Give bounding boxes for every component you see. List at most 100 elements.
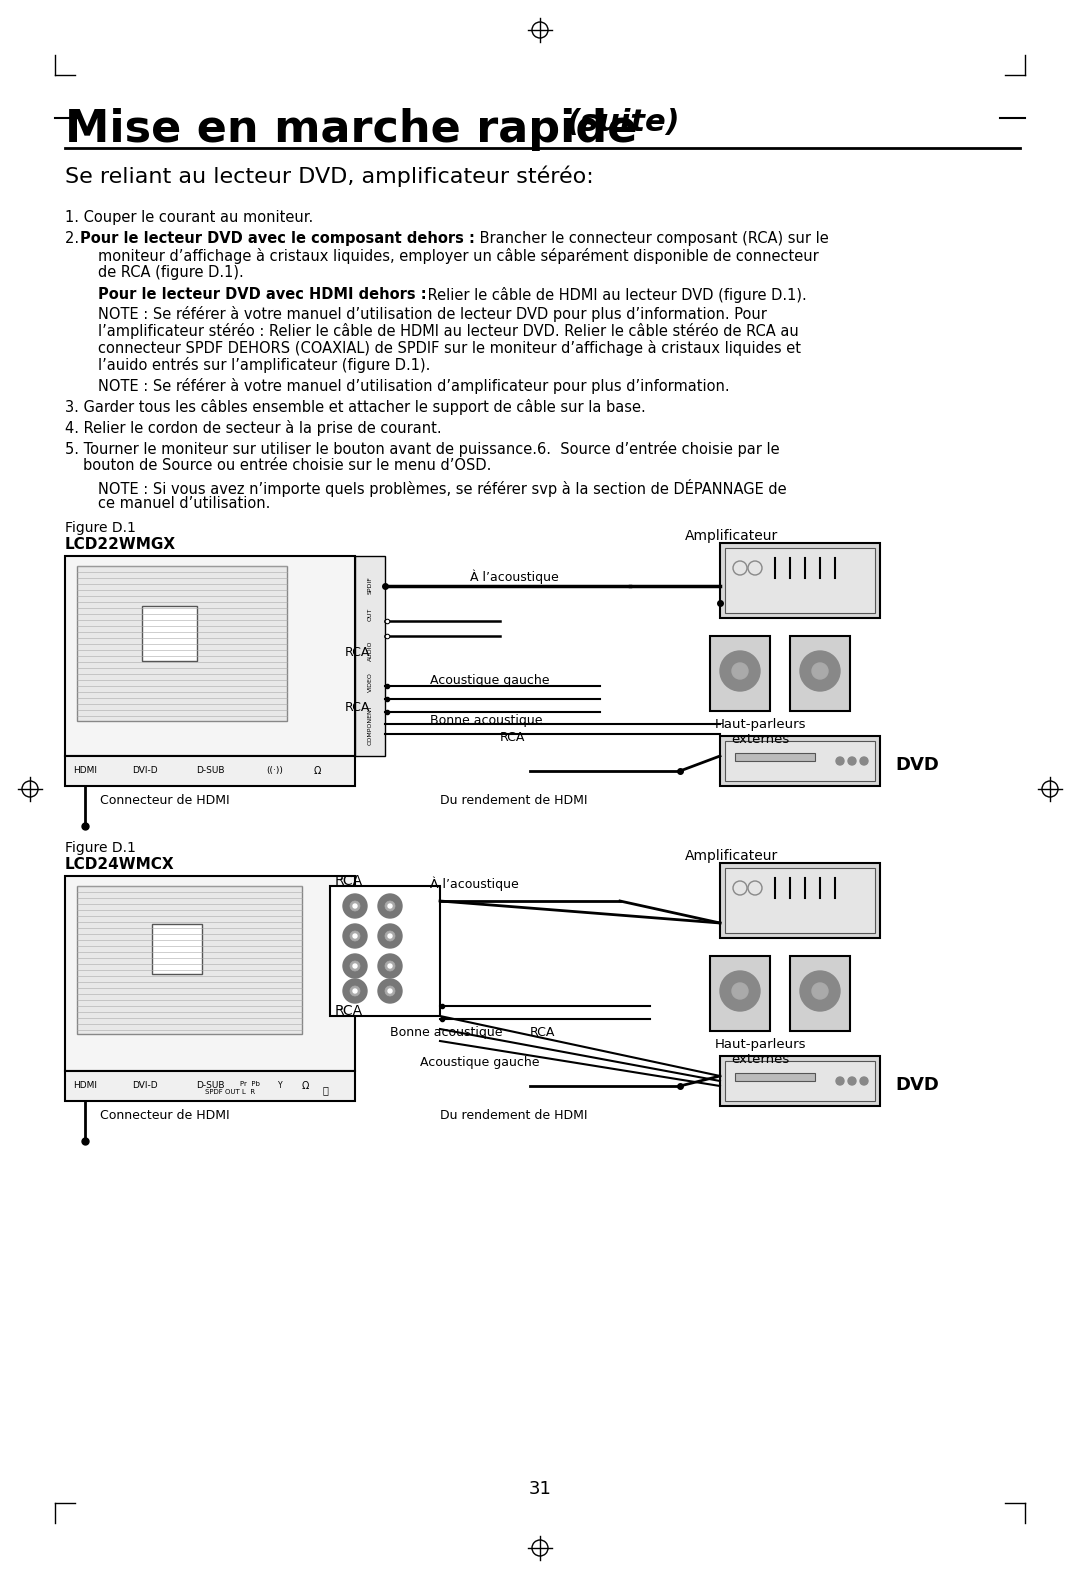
Text: (suite): (suite)	[567, 107, 680, 137]
Text: RCA: RCA	[530, 1026, 555, 1038]
Text: Y: Y	[278, 1081, 282, 1090]
Bar	[65, 876, 355, 1071]
Text: VIDEO: VIDEO	[367, 672, 373, 691]
Bar	[65, 756, 355, 786]
Bar	[720, 1056, 880, 1106]
Circle shape	[732, 663, 748, 679]
Text: 31: 31	[528, 1480, 552, 1498]
Text: D-SUB: D-SUB	[195, 1081, 225, 1090]
Bar	[152, 925, 202, 974]
Text: connecteur SPDF DEHORS (COAXIAL) de SPDIF sur le moniteur d’affichage à cristaux: connecteur SPDF DEHORS (COAXIAL) de SPDI…	[98, 339, 801, 357]
Text: 1. Couper le courant au moniteur.: 1. Couper le courant au moniteur.	[65, 210, 313, 226]
Text: Figure D.1: Figure D.1	[65, 521, 136, 535]
Text: de RCA (figure D.1).: de RCA (figure D.1).	[98, 265, 244, 279]
Text: À l’acoustique: À l’acoustique	[430, 876, 518, 890]
Circle shape	[350, 986, 360, 996]
Text: NOTE : Si vous avez n’importe quels problèmes, se référer svp à la section de DÉ: NOTE : Si vous avez n’importe quels prob…	[98, 480, 786, 497]
Circle shape	[388, 989, 392, 993]
Text: Se reliant au lecteur DVD, amplificateur stéréo:: Se reliant au lecteur DVD, amplificateur…	[65, 166, 594, 186]
Text: Pour le lecteur DVD avec le composant dehors :: Pour le lecteur DVD avec le composant de…	[80, 230, 475, 246]
Text: Connecteur de HDMI: Connecteur de HDMI	[100, 1109, 230, 1122]
Text: Acoustique gauche: Acoustique gauche	[430, 674, 550, 686]
Circle shape	[350, 901, 360, 911]
Circle shape	[378, 978, 402, 1004]
Text: 3. Garder tous les câbles ensemble et attacher le support de câble sur la base.: 3. Garder tous les câbles ensemble et at…	[65, 399, 646, 415]
Text: Bonne acoustique: Bonne acoustique	[390, 1026, 502, 1038]
Bar	[789, 636, 850, 712]
Text: NOTE : Se référer à votre manuel d’utilisation d’amplificateur pour plus d’infor: NOTE : Se référer à votre manuel d’utili…	[98, 379, 730, 394]
Text: SPDF OUT L  R: SPDF OUT L R	[205, 1089, 255, 1095]
Circle shape	[343, 895, 367, 918]
Bar	[141, 606, 197, 661]
Bar	[720, 543, 880, 619]
Bar	[77, 885, 302, 1034]
Bar	[710, 956, 770, 1030]
Text: À l’acoustique: À l’acoustique	[470, 570, 558, 584]
Circle shape	[812, 983, 828, 999]
Text: Figure D.1: Figure D.1	[65, 841, 136, 855]
Circle shape	[848, 757, 856, 765]
Text: Relier le câble de HDMI au lecteur DVD (figure D.1).: Relier le câble de HDMI au lecteur DVD (…	[423, 287, 807, 303]
Text: DVI-D: DVI-D	[132, 765, 158, 775]
Circle shape	[836, 1078, 843, 1086]
Circle shape	[800, 652, 840, 691]
Text: RCA: RCA	[335, 874, 363, 888]
Bar	[735, 1073, 815, 1081]
Text: Connecteur de HDMI: Connecteur de HDMI	[100, 794, 230, 806]
Text: DVD: DVD	[895, 1076, 939, 1094]
Circle shape	[343, 978, 367, 1004]
Circle shape	[350, 961, 360, 970]
Text: DVI-D: DVI-D	[132, 1081, 158, 1090]
Bar	[725, 868, 875, 933]
Circle shape	[353, 989, 357, 993]
Text: AUDIO: AUDIO	[367, 641, 373, 661]
Circle shape	[860, 1078, 868, 1086]
Text: Pour le lecteur DVD avec HDMI dehors :: Pour le lecteur DVD avec HDMI dehors :	[98, 287, 427, 301]
Text: Haut-parleurs
externes: Haut-parleurs externes	[714, 1038, 806, 1067]
Bar	[77, 567, 287, 721]
Text: Acoustique gauche: Acoustique gauche	[420, 1056, 540, 1068]
Circle shape	[353, 904, 357, 907]
Circle shape	[800, 970, 840, 1011]
Circle shape	[343, 955, 367, 978]
Text: Brancher le connecteur composant (RCA) sur le: Brancher le connecteur composant (RCA) s…	[475, 230, 828, 246]
Text: Du rendement de HDMI: Du rendement de HDMI	[440, 794, 588, 806]
Text: l’amplificateur stéréo : Relier le câble de HDMI au lecteur DVD. Relier le câble: l’amplificateur stéréo : Relier le câble…	[98, 323, 799, 339]
Text: DVD: DVD	[895, 756, 939, 773]
Text: 2.: 2.	[65, 230, 84, 246]
Circle shape	[812, 663, 828, 679]
Circle shape	[378, 955, 402, 978]
Text: Ω: Ω	[301, 1081, 309, 1090]
Bar	[65, 555, 355, 756]
Circle shape	[384, 986, 395, 996]
Text: RCA: RCA	[345, 645, 370, 660]
Circle shape	[720, 970, 760, 1011]
Bar	[710, 636, 770, 712]
Text: RCA: RCA	[500, 731, 525, 743]
Circle shape	[848, 1078, 856, 1086]
Text: ((·)): ((·))	[267, 765, 283, 775]
Bar	[720, 863, 880, 937]
Circle shape	[388, 934, 392, 937]
Circle shape	[378, 925, 402, 948]
Text: Haut-parleurs
externes: Haut-parleurs externes	[714, 718, 806, 746]
Circle shape	[732, 983, 748, 999]
Circle shape	[860, 757, 868, 765]
Text: Amplificateur: Amplificateur	[685, 529, 779, 543]
Text: HDMI: HDMI	[73, 765, 97, 775]
Circle shape	[836, 757, 843, 765]
Text: HDMI: HDMI	[73, 1081, 97, 1090]
Text: 4. Relier le cordon de secteur à la prise de courant.: 4. Relier le cordon de secteur à la pris…	[65, 420, 442, 436]
Bar	[789, 956, 850, 1030]
Bar	[355, 555, 384, 756]
Text: moniteur d’affichage à cristaux liquides, employer un câble séparément disponibl: moniteur d’affichage à cristaux liquides…	[98, 248, 819, 264]
Bar	[330, 885, 440, 1016]
Text: bouton de Source ou entrée choisie sur le menu d’OSD.: bouton de Source ou entrée choisie sur l…	[83, 458, 491, 473]
Bar	[725, 742, 875, 781]
Circle shape	[388, 904, 392, 907]
Text: OUT: OUT	[367, 608, 373, 622]
Circle shape	[384, 961, 395, 970]
Bar	[735, 753, 815, 761]
Circle shape	[384, 931, 395, 940]
Text: ce manuel d’utilisation.: ce manuel d’utilisation.	[98, 495, 270, 511]
